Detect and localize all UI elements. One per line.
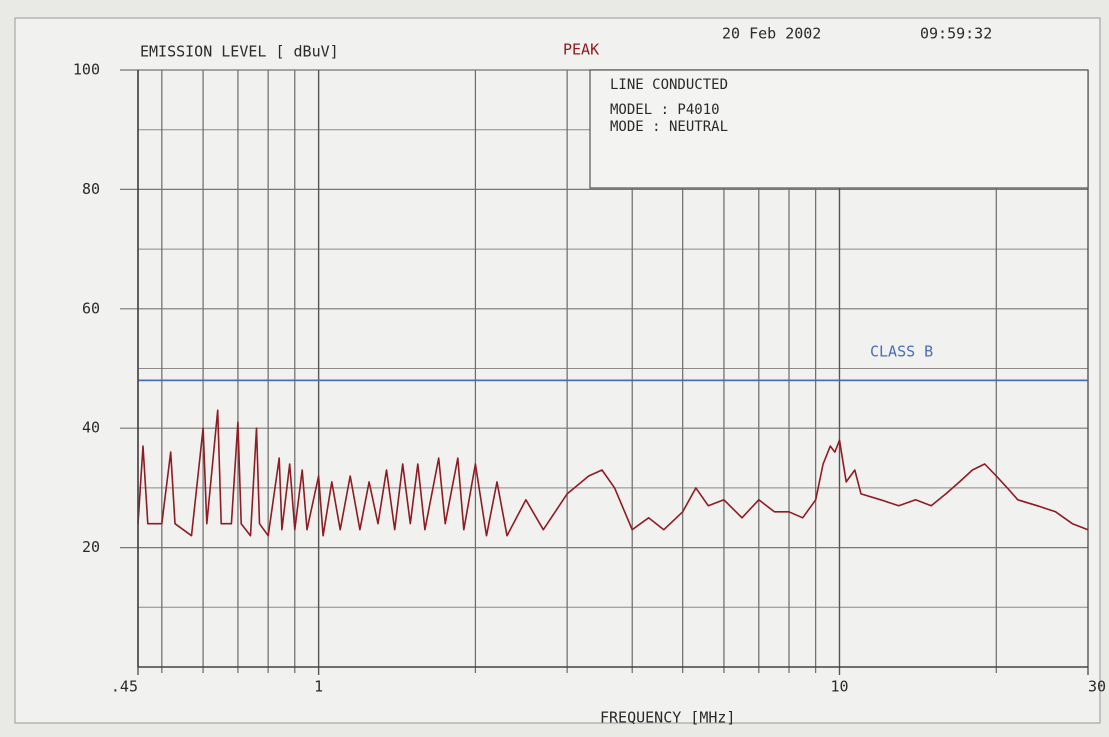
info-box	[589, 69, 1089, 189]
x-tick-label: 30	[1088, 678, 1106, 696]
x-tick-label: .45	[111, 678, 138, 696]
x-tick-label: 10	[830, 678, 848, 696]
info-text: MODE : NEUTRAL	[610, 119, 728, 135]
date: 20 Feb 2002	[722, 25, 821, 43]
x-axis-label: FREQUENCY [MHz]	[600, 709, 735, 727]
plot: 20 40 60 80 100 .45 1 10 30 LINE CONDUCTED MODEL :…	[73, 41, 1106, 696]
y-tick-label: 80	[82, 180, 100, 198]
series-label: PEAK	[563, 41, 599, 59]
series-label: CLASS B	[870, 343, 933, 361]
info-text: MODEL : P4010	[610, 102, 720, 118]
y-tick-label: 60	[82, 299, 100, 317]
y-tick-label: 20	[82, 538, 100, 556]
y-tick-label: 100	[73, 61, 100, 79]
time: 09:59:32	[920, 25, 992, 43]
series-line	[137, 409, 1089, 537]
chart-title: EMISSION LEVEL [ dBuV]	[140, 43, 339, 61]
x-tick-label: 1	[314, 678, 323, 696]
info-text: LINE CONDUCTED	[610, 77, 728, 93]
y-tick-label: 40	[82, 419, 100, 437]
